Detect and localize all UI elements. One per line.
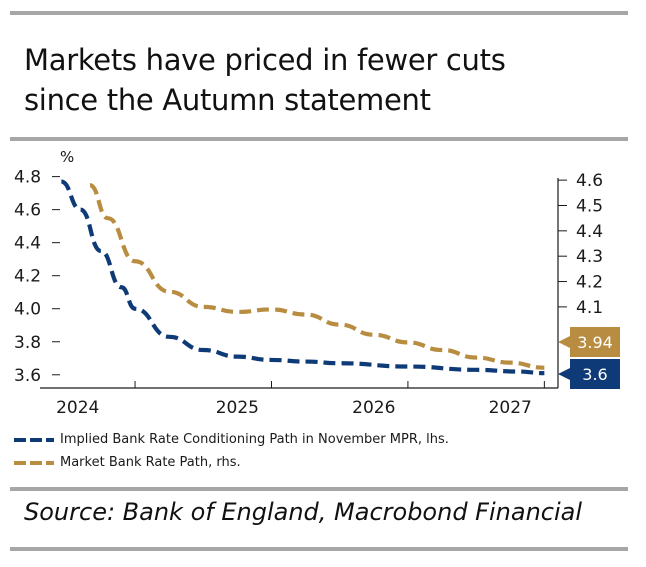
right-tick-label: 4.2 [576,273,603,293]
left-tick-label: 4.2 [14,267,41,287]
right-tick-label: 4.4 [576,222,603,242]
left-tick-label: 4.8 [14,168,41,188]
left-axis-unit: % [60,148,74,166]
left-tick-label: 4.6 [14,201,41,221]
x-tick-label: 2027 [489,398,532,418]
legend-label-market-path: Market Bank Rate Path, rhs. [60,455,241,470]
series-line-implied-path [60,179,545,376]
end-label-implied-path-text: 3.6 [582,365,607,384]
source-top-rule [10,487,628,491]
left-tick-label: 4.4 [14,234,41,254]
right-tick-label: 4.6 [576,171,603,191]
left-tick-label: 3.8 [14,333,41,353]
end-labels: 3.94 3.6 [558,327,620,389]
end-label-implied-path-box [558,359,620,389]
x-tick-label: 2024 [56,398,99,418]
right-axis: 4.1 4.2 4.3 4.4 4.5 4.6 [557,171,603,388]
left-axis: % 3.6 3.8 4.0 4.2 4.4 4.6 4.8 [14,148,74,386]
legend-label-implied-path: Implied Bank Rate Conditioning Path in N… [60,432,449,447]
series-layer [60,179,545,376]
left-tick-label: 4.0 [14,300,41,320]
line-chart: %3.63.84.04.24.44.64.8 4.14.24.34.44.54.… [14,148,620,418]
title-rule [10,137,628,141]
left-tick-label: 3.6 [14,366,41,386]
end-label-market-path-text: 3.94 [577,333,613,352]
source-note: Source: Bank of England, Macrobond Finan… [24,498,583,526]
title-line-1: Markets have priced in fewer cuts [24,43,506,77]
right-tick-label: 4.5 [576,196,603,216]
right-tick-label: 4.3 [576,247,603,267]
legend-swatch-market-path [14,461,54,465]
title-line-2: since the Autumn statement [24,83,431,117]
x-axis: 2024 2025 2026 2027 [40,381,558,418]
top-rule [10,11,628,15]
x-tick-label: 2025 [216,398,259,418]
chart-title: Markets have priced in fewer cuts since … [24,40,624,120]
legend-swatch-implied-path [14,438,54,442]
end-label-market-path-box [558,327,620,357]
series-line-market-path [89,183,545,370]
right-tick-label: 4.1 [576,298,603,318]
x-tick-label: 2026 [352,398,395,418]
bottom-rule [10,547,628,551]
